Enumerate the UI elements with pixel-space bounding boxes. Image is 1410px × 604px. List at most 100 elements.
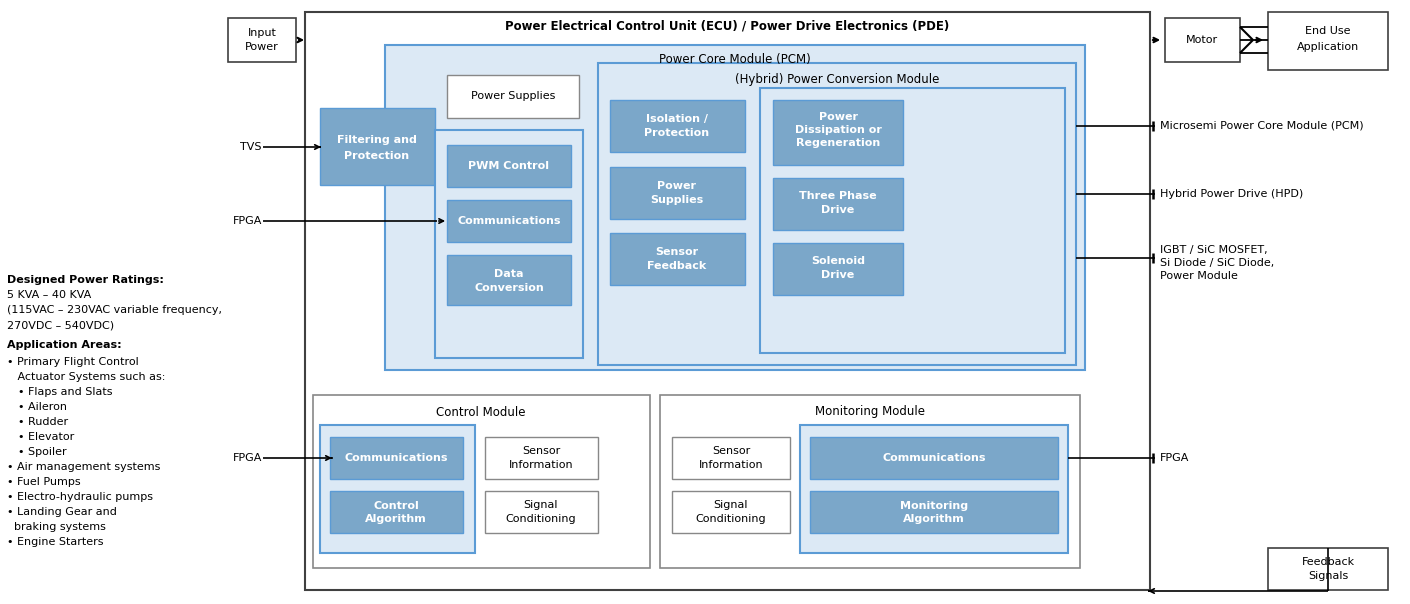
Text: Power Core Module (PCM): Power Core Module (PCM) bbox=[658, 54, 811, 66]
Bar bbox=[485, 437, 598, 479]
Text: Microsemi Power Core Module (PCM): Microsemi Power Core Module (PCM) bbox=[1160, 121, 1363, 131]
Text: Power Module: Power Module bbox=[1160, 271, 1238, 281]
Text: FPGA: FPGA bbox=[1160, 453, 1190, 463]
Bar bbox=[773, 100, 902, 165]
Text: Power: Power bbox=[657, 181, 697, 191]
Bar bbox=[447, 75, 580, 118]
Text: Sensor: Sensor bbox=[712, 446, 750, 456]
Bar bbox=[447, 200, 571, 242]
Text: Regeneration: Regeneration bbox=[795, 138, 880, 148]
Text: IGBT / SiC MOSFET,: IGBT / SiC MOSFET, bbox=[1160, 245, 1268, 255]
Text: Control: Control bbox=[374, 501, 419, 511]
Text: Actuator Systems such as:: Actuator Systems such as: bbox=[7, 372, 165, 382]
Text: Solenoid: Solenoid bbox=[811, 256, 864, 266]
Text: Communications: Communications bbox=[883, 453, 986, 463]
Text: Signal: Signal bbox=[713, 500, 749, 510]
Text: Application: Application bbox=[1297, 42, 1359, 52]
Text: Information: Information bbox=[509, 460, 574, 470]
Text: • Landing Gear and: • Landing Gear and bbox=[7, 507, 117, 517]
Text: Dissipation or: Dissipation or bbox=[795, 125, 881, 135]
Text: TVS: TVS bbox=[241, 142, 262, 152]
Text: Protection: Protection bbox=[644, 128, 709, 138]
Text: Drive: Drive bbox=[822, 270, 854, 280]
Bar bbox=[809, 437, 1058, 479]
Text: Power: Power bbox=[245, 42, 279, 52]
Bar bbox=[673, 491, 790, 533]
Bar bbox=[773, 178, 902, 230]
Bar bbox=[660, 395, 1080, 568]
Text: Signals: Signals bbox=[1308, 571, 1348, 581]
Bar bbox=[228, 18, 296, 62]
Text: • Elevator: • Elevator bbox=[18, 432, 75, 442]
Text: Monitoring Module: Monitoring Module bbox=[815, 405, 925, 419]
Bar bbox=[760, 88, 1065, 353]
Text: Conditioning: Conditioning bbox=[506, 514, 577, 524]
Bar bbox=[330, 437, 462, 479]
Bar bbox=[809, 491, 1058, 533]
Bar bbox=[305, 12, 1151, 590]
Bar bbox=[320, 108, 436, 185]
Bar bbox=[436, 130, 582, 358]
Text: • Spoiler: • Spoiler bbox=[18, 447, 66, 457]
Text: Three Phase: Three Phase bbox=[799, 191, 877, 201]
Text: Conditioning: Conditioning bbox=[695, 514, 766, 524]
Bar bbox=[320, 425, 475, 553]
Bar bbox=[598, 63, 1076, 365]
Text: Sensor: Sensor bbox=[656, 247, 698, 257]
Text: Si Diode / SiC Diode,: Si Diode / SiC Diode, bbox=[1160, 258, 1275, 268]
Text: Algorithm: Algorithm bbox=[365, 514, 427, 524]
Bar bbox=[447, 145, 571, 187]
Bar bbox=[1268, 548, 1387, 590]
Text: • Engine Starters: • Engine Starters bbox=[7, 537, 103, 547]
Text: Protection: Protection bbox=[344, 151, 409, 161]
Text: • Flaps and Slats: • Flaps and Slats bbox=[18, 387, 113, 397]
Text: • Aileron: • Aileron bbox=[18, 402, 68, 412]
Text: Feedback: Feedback bbox=[1301, 557, 1355, 567]
Text: Data: Data bbox=[495, 269, 523, 279]
Text: PWM Control: PWM Control bbox=[468, 161, 550, 171]
Text: Power Electrical Control Unit (ECU) / Power Drive Electronics (PDE): Power Electrical Control Unit (ECU) / Po… bbox=[505, 19, 949, 33]
Text: Conversion: Conversion bbox=[474, 283, 544, 293]
Text: • Air management systems: • Air management systems bbox=[7, 462, 161, 472]
Bar bbox=[799, 425, 1067, 553]
Bar bbox=[773, 243, 902, 295]
Text: Input: Input bbox=[248, 28, 276, 38]
Text: Monitoring: Monitoring bbox=[900, 501, 969, 511]
Bar bbox=[385, 45, 1086, 370]
Text: (Hybrid) Power Conversion Module: (Hybrid) Power Conversion Module bbox=[735, 74, 939, 86]
Text: Hybrid Power Drive (HPD): Hybrid Power Drive (HPD) bbox=[1160, 189, 1303, 199]
Text: Communications: Communications bbox=[457, 216, 561, 226]
Text: 270VDC – 540VDC): 270VDC – 540VDC) bbox=[7, 320, 114, 330]
Text: Application Areas:: Application Areas: bbox=[7, 340, 121, 350]
Text: Power Supplies: Power Supplies bbox=[471, 91, 556, 101]
Text: Drive: Drive bbox=[822, 205, 854, 215]
Text: 5 KVA – 40 KVA: 5 KVA – 40 KVA bbox=[7, 290, 92, 300]
Text: Designed Power Ratings:: Designed Power Ratings: bbox=[7, 275, 164, 285]
Text: • Primary Flight Control: • Primary Flight Control bbox=[7, 357, 138, 367]
Text: • Fuel Pumps: • Fuel Pumps bbox=[7, 477, 80, 487]
Bar bbox=[447, 255, 571, 305]
Text: braking systems: braking systems bbox=[7, 522, 106, 532]
Bar bbox=[611, 100, 744, 152]
Text: Supplies: Supplies bbox=[650, 195, 704, 205]
Text: Information: Information bbox=[699, 460, 763, 470]
Text: Isolation /: Isolation / bbox=[646, 114, 708, 124]
Bar bbox=[313, 395, 650, 568]
Bar bbox=[485, 491, 598, 533]
Bar bbox=[611, 233, 744, 285]
Text: (115VAC – 230VAC variable frequency,: (115VAC – 230VAC variable frequency, bbox=[7, 305, 221, 315]
Text: Communications: Communications bbox=[344, 453, 448, 463]
Text: Signal: Signal bbox=[523, 500, 558, 510]
Text: End Use: End Use bbox=[1306, 26, 1351, 36]
Text: Algorithm: Algorithm bbox=[904, 514, 964, 524]
Text: FPGA: FPGA bbox=[233, 453, 262, 463]
Text: Filtering and: Filtering and bbox=[337, 135, 417, 145]
Bar bbox=[611, 167, 744, 219]
Text: Sensor: Sensor bbox=[522, 446, 560, 456]
Text: Power: Power bbox=[818, 112, 857, 122]
Text: FPGA: FPGA bbox=[233, 216, 262, 226]
Text: • Rudder: • Rudder bbox=[18, 417, 68, 427]
Bar bbox=[673, 437, 790, 479]
Bar bbox=[1165, 18, 1239, 62]
Text: Control Module: Control Module bbox=[436, 405, 526, 419]
